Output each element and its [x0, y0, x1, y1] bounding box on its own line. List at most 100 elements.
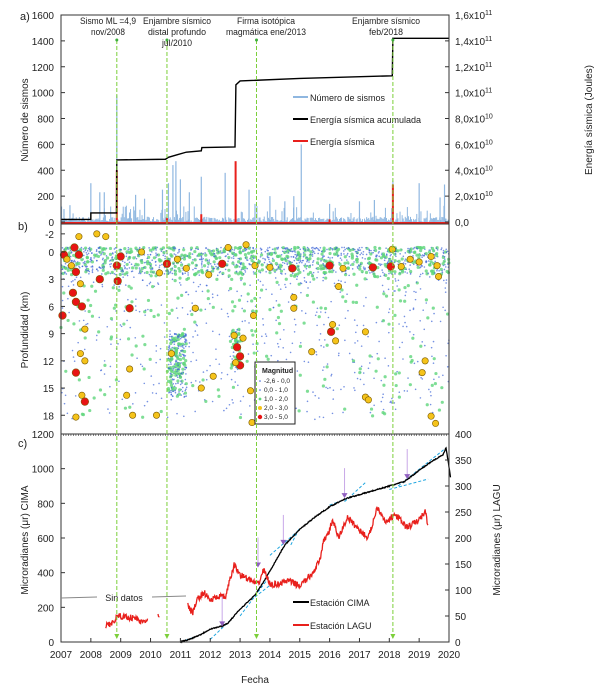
quake-point	[330, 375, 332, 377]
quake-point	[284, 286, 287, 288]
y-tick-label: 600	[37, 140, 54, 151]
quake-point	[108, 412, 111, 414]
quake-point	[171, 341, 174, 344]
quake-point	[383, 375, 387, 379]
quake-point	[436, 269, 438, 272]
quake-point	[381, 284, 384, 287]
quake-point	[419, 275, 421, 278]
quake-point	[70, 251, 73, 253]
quake-point	[98, 316, 101, 319]
quake-point	[177, 361, 179, 364]
quake-point	[250, 250, 254, 254]
quake-point-large	[325, 261, 334, 270]
quake-point	[248, 322, 250, 324]
quake-point	[237, 298, 242, 302]
quake-point	[160, 397, 163, 400]
quake-point	[410, 358, 414, 363]
quake-point	[419, 249, 423, 253]
quake-point	[178, 281, 181, 284]
quake-point	[201, 260, 203, 263]
quake-point	[326, 363, 329, 365]
quake-point	[184, 342, 188, 346]
quake-point	[150, 375, 153, 377]
quake-point	[141, 258, 144, 261]
quake-point	[155, 350, 158, 352]
quake-point	[187, 274, 189, 276]
quake-point	[315, 267, 318, 270]
quake-point	[180, 349, 182, 352]
quake-point	[382, 408, 385, 411]
quake-point	[128, 261, 131, 264]
quake-point	[316, 266, 320, 271]
quake-point	[78, 320, 81, 322]
quake-point	[400, 257, 404, 261]
quake-point	[347, 246, 350, 249]
quake-point	[304, 263, 307, 265]
quake-point	[430, 394, 432, 397]
quake-point	[176, 337, 180, 342]
quake-point	[266, 263, 269, 265]
quake-point	[337, 279, 340, 282]
quake-point	[275, 331, 279, 335]
quake-point	[412, 263, 415, 266]
quake-point	[159, 358, 162, 361]
quake-point	[429, 391, 432, 393]
event-label: distal profundo	[148, 27, 206, 37]
quake-point	[64, 272, 66, 274]
quake-point	[344, 317, 347, 320]
quake-point	[342, 411, 344, 414]
quake-point	[109, 365, 112, 368]
quake-point	[273, 268, 277, 272]
quake-point	[322, 256, 324, 259]
quake-point	[376, 352, 379, 355]
quake-point	[426, 316, 430, 320]
quake-point	[135, 257, 138, 260]
quake-point	[185, 373, 187, 375]
quake-point	[187, 293, 190, 296]
quake-point	[390, 253, 392, 256]
quake-point	[415, 247, 418, 249]
quake-point	[184, 272, 186, 275]
quake-point	[272, 306, 275, 309]
quake-point	[382, 254, 386, 258]
quake-point	[425, 403, 429, 407]
quake-point-large	[125, 304, 134, 313]
quake-point-large	[361, 328, 369, 336]
quake-point	[171, 339, 173, 341]
y2-tick-label: 1,6x1011	[455, 10, 492, 22]
quake-point	[306, 410, 308, 413]
quake-point-large	[218, 259, 227, 268]
quake-point	[295, 255, 298, 258]
quake-point	[281, 250, 284, 253]
quake-point	[441, 270, 443, 272]
quake-point	[368, 248, 370, 251]
quake-point	[333, 282, 336, 285]
quake-point	[287, 257, 289, 259]
quake-point	[419, 344, 423, 348]
quake-point	[159, 409, 163, 414]
quake-point-large	[116, 252, 125, 261]
quake-point	[412, 247, 415, 250]
quake-point	[85, 323, 87, 326]
quake-point	[129, 247, 133, 251]
quake-point-large	[266, 263, 274, 271]
quake-point	[291, 342, 294, 345]
quake-point	[207, 266, 209, 268]
quake-point	[91, 265, 94, 267]
quake-point	[100, 369, 103, 371]
depth-tick-label: 18	[43, 411, 55, 422]
quake-point-large	[339, 264, 347, 272]
quake-point	[388, 257, 390, 260]
quake-point	[316, 324, 318, 327]
quake-point	[181, 306, 184, 309]
quake-point	[181, 344, 184, 347]
event-label: magmática ene/2013	[226, 27, 306, 37]
quake-point	[169, 253, 173, 257]
quake-point	[394, 253, 397, 255]
quake-point	[167, 357, 170, 360]
quake-point	[375, 254, 378, 257]
quake-point	[259, 296, 261, 299]
quake-point	[206, 289, 210, 293]
quake-point	[408, 251, 411, 253]
quake-point-large	[335, 282, 343, 290]
